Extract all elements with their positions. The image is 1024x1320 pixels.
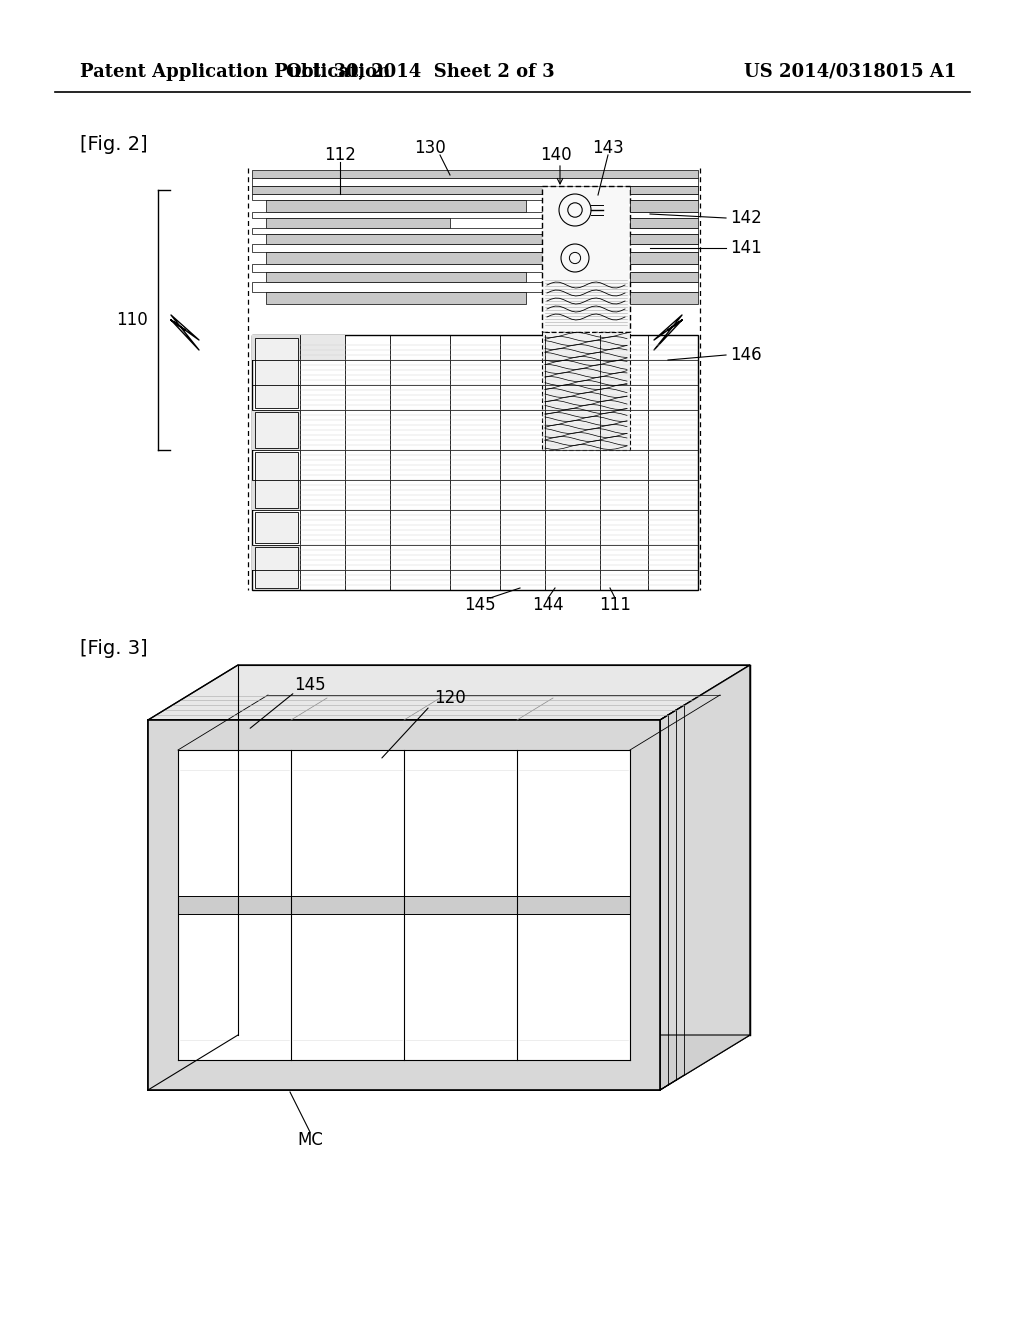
Bar bbox=[252, 170, 698, 178]
Text: US 2014/0318015 A1: US 2014/0318015 A1 bbox=[743, 63, 956, 81]
Bar bbox=[255, 546, 298, 587]
Text: 130: 130 bbox=[414, 139, 445, 157]
Bar bbox=[148, 1060, 660, 1090]
Text: [Fig. 2]: [Fig. 2] bbox=[80, 136, 147, 154]
Polygon shape bbox=[238, 665, 750, 1035]
Text: MC: MC bbox=[297, 1131, 323, 1148]
Bar bbox=[255, 512, 298, 543]
Bar bbox=[266, 218, 450, 228]
Text: 141: 141 bbox=[730, 239, 762, 257]
Bar bbox=[252, 178, 698, 186]
Bar bbox=[630, 272, 698, 282]
Bar bbox=[178, 896, 630, 913]
Text: 145: 145 bbox=[294, 676, 326, 694]
Polygon shape bbox=[148, 719, 660, 1090]
Bar bbox=[630, 719, 660, 1090]
Bar bbox=[542, 333, 630, 450]
Bar bbox=[630, 201, 698, 213]
Bar bbox=[148, 719, 178, 1090]
Bar bbox=[252, 186, 698, 194]
Bar bbox=[255, 451, 298, 508]
Bar bbox=[255, 412, 298, 447]
Bar bbox=[300, 335, 345, 360]
Text: 110: 110 bbox=[117, 312, 148, 329]
Bar bbox=[252, 411, 300, 450]
Polygon shape bbox=[660, 665, 750, 1090]
Bar bbox=[630, 218, 698, 228]
Bar bbox=[252, 244, 698, 252]
Bar bbox=[266, 234, 698, 244]
Bar bbox=[252, 228, 698, 234]
Bar bbox=[252, 264, 698, 272]
Bar bbox=[630, 234, 698, 244]
Text: 111: 111 bbox=[599, 597, 631, 614]
Bar bbox=[266, 252, 698, 264]
Text: 144: 144 bbox=[532, 597, 564, 614]
Bar bbox=[266, 292, 526, 304]
Bar bbox=[630, 252, 698, 264]
Bar bbox=[148, 719, 660, 750]
Bar bbox=[255, 338, 298, 408]
Text: Patent Application Publication: Patent Application Publication bbox=[80, 63, 390, 81]
Bar bbox=[252, 213, 698, 218]
Bar bbox=[252, 335, 698, 590]
Bar bbox=[630, 186, 698, 194]
Text: 140: 140 bbox=[541, 147, 571, 164]
Text: 146: 146 bbox=[730, 346, 762, 364]
Bar bbox=[630, 292, 698, 304]
Bar bbox=[252, 194, 698, 201]
Text: 145: 145 bbox=[464, 597, 496, 614]
Text: 112: 112 bbox=[324, 147, 356, 164]
Polygon shape bbox=[148, 665, 750, 719]
Bar bbox=[252, 335, 300, 360]
Text: Oct. 30, 2014  Sheet 2 of 3: Oct. 30, 2014 Sheet 2 of 3 bbox=[286, 63, 554, 81]
Bar bbox=[266, 201, 526, 213]
Text: [Fig. 3]: [Fig. 3] bbox=[80, 639, 147, 657]
Bar bbox=[542, 186, 630, 333]
Bar bbox=[252, 480, 300, 510]
Text: 120: 120 bbox=[434, 689, 466, 708]
Text: 142: 142 bbox=[730, 209, 762, 227]
Text: 143: 143 bbox=[592, 139, 624, 157]
Polygon shape bbox=[148, 1035, 750, 1090]
Bar bbox=[252, 282, 698, 292]
Bar bbox=[266, 272, 526, 282]
Bar bbox=[252, 545, 300, 570]
